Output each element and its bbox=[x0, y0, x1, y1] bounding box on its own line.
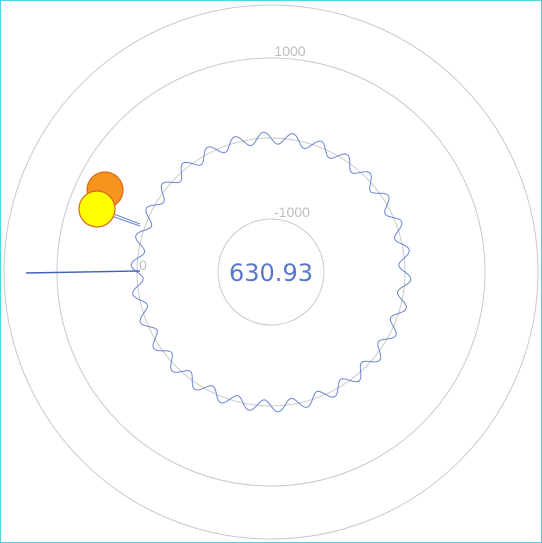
ring-minus-1000 bbox=[217, 218, 325, 326]
ring-label-1000: 1000 bbox=[274, 43, 305, 59]
center-value: 630.93 bbox=[229, 259, 313, 287]
needle-line-left bbox=[25, 270, 141, 274]
yellow-marker[interactable] bbox=[78, 190, 116, 228]
ring-label-0: 0 bbox=[139, 257, 147, 273]
ring-label-minus-1000: -1000 bbox=[274, 204, 310, 220]
outer-ring bbox=[3, 4, 539, 540]
wave-series-line bbox=[130, 131, 412, 413]
